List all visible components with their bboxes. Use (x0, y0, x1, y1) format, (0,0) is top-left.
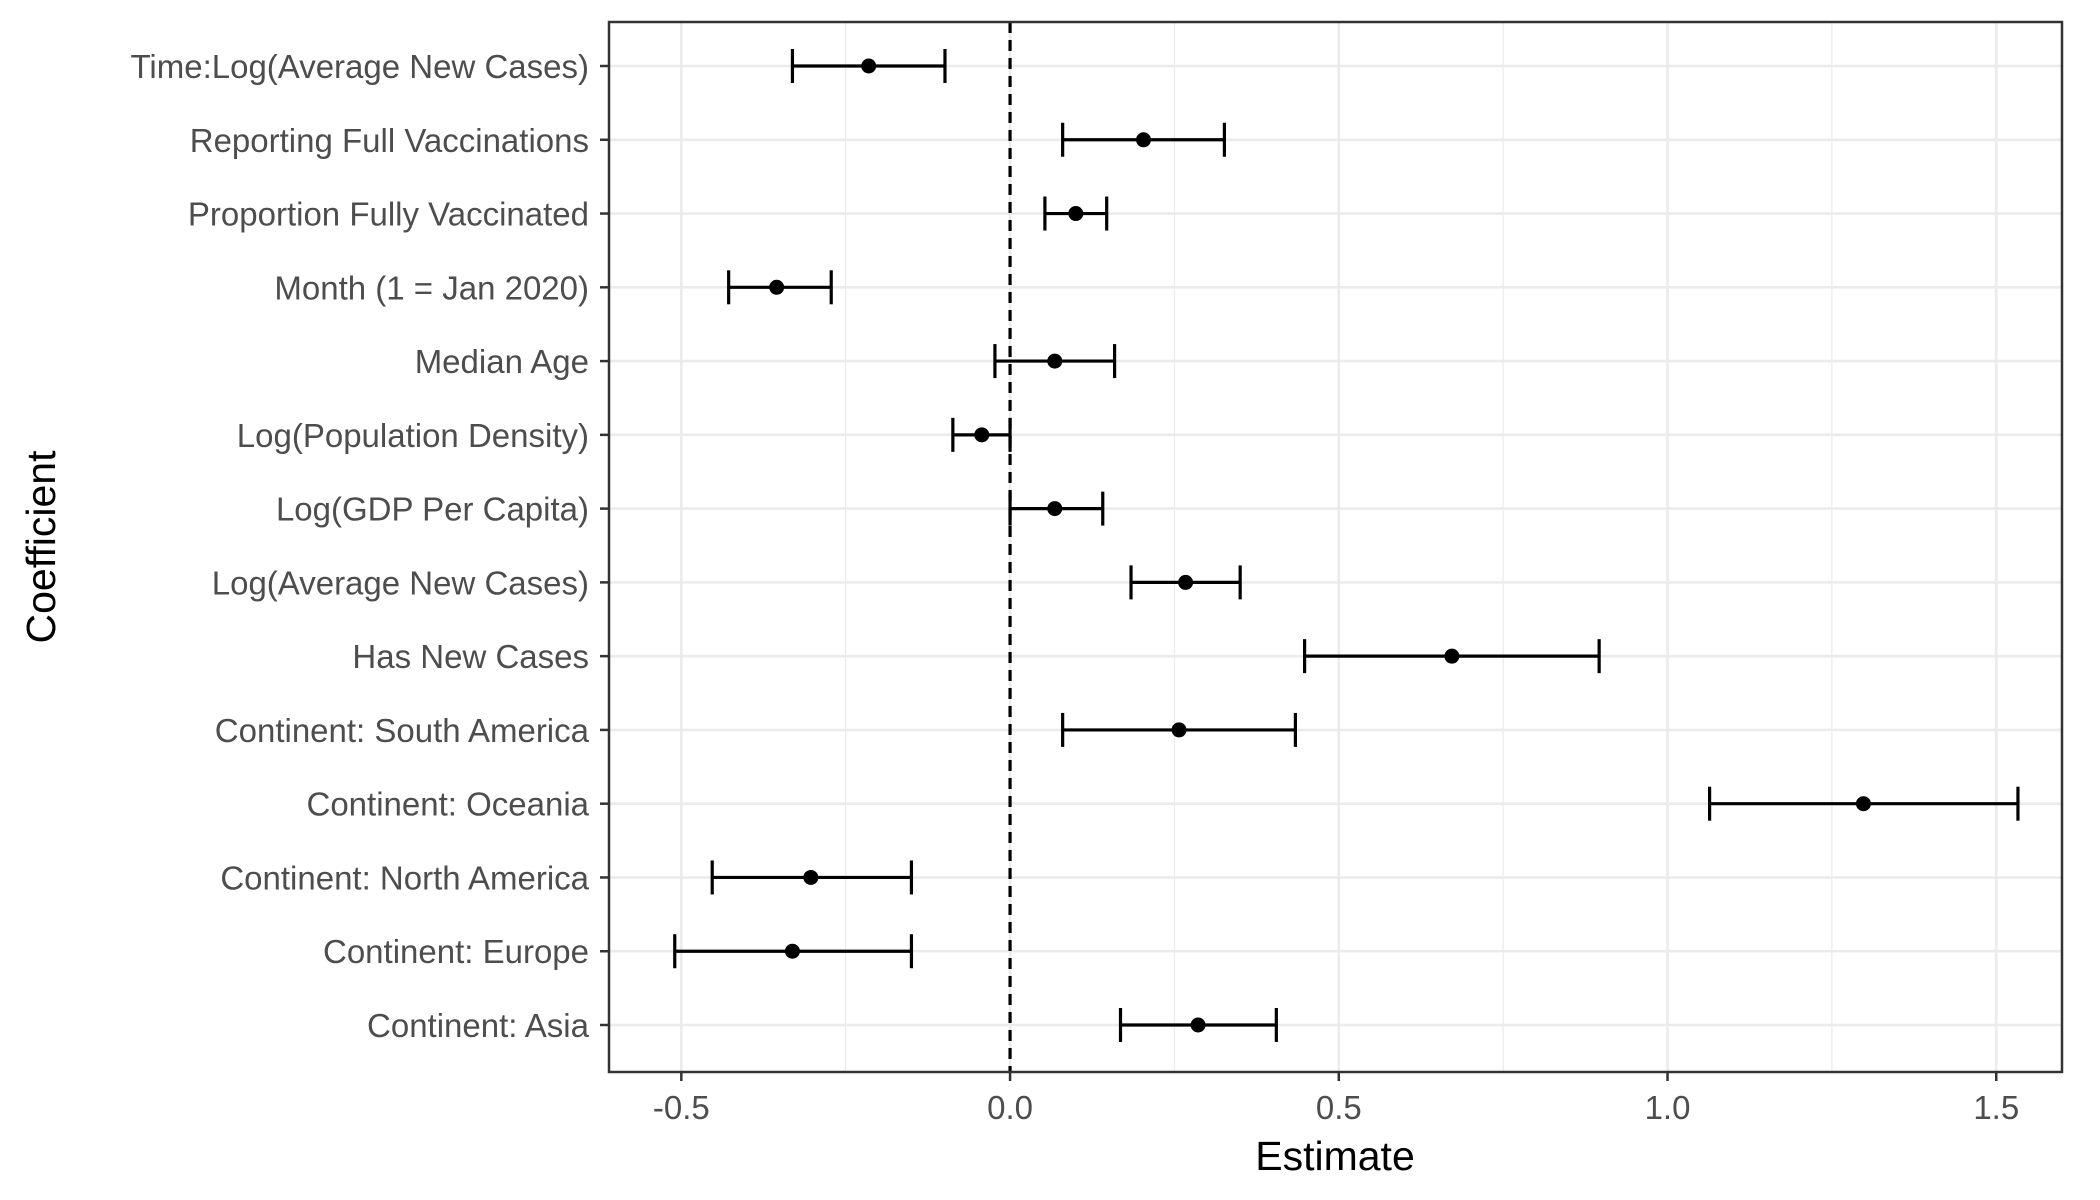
y-tick-label: Time:Log(Average New Cases) (130, 48, 589, 85)
error-bar-group (951, 417, 1012, 452)
y-tick-label: Continent: Oceania (306, 786, 589, 823)
y-tick-label: Log(Average New Cases) (212, 564, 589, 601)
x-axis-title: Estimate (1255, 1133, 1415, 1179)
error-bar-group (993, 344, 1117, 379)
error-bar-group (1061, 712, 1297, 747)
x-tick-label: 0.5 (1316, 1089, 1362, 1126)
y-tick-label: Median Age (415, 343, 589, 380)
y-tick-label: Month (1 = Jan 2020) (274, 269, 589, 306)
x-tick-label: -0.5 (653, 1089, 710, 1126)
y-tick-label: Continent: South America (215, 712, 590, 749)
y-axis-title: Coefficient (18, 450, 64, 644)
estimate-point (974, 427, 990, 443)
error-bar-group (1129, 565, 1242, 600)
y-tick-label: Proportion Fully Vaccinated (188, 196, 589, 233)
estimate-point (1068, 206, 1084, 222)
estimate-point (1047, 501, 1063, 517)
x-tick-label: 1.5 (1973, 1089, 2019, 1126)
y-tick-label: Continent: Asia (367, 1007, 590, 1044)
y-tick-label: Log(GDP Per Capita) (276, 491, 589, 528)
grid (609, 22, 2062, 1072)
estimate-point (803, 869, 819, 885)
error-bar-group (1008, 491, 1105, 526)
estimate-point (784, 943, 800, 959)
y-tick-label: Continent: North America (220, 859, 589, 896)
error-bar-group (710, 860, 914, 895)
y-tick-label: Continent: Europe (323, 933, 589, 970)
error-bar-group (1043, 196, 1109, 231)
x-axis: -0.5 0.0 0.5 1.0 1.5 (653, 1072, 2019, 1126)
marks (673, 49, 2020, 1042)
error-bar-group (727, 270, 833, 305)
estimate-point (769, 279, 785, 295)
estimate-point (1047, 353, 1063, 369)
y-axis: Time:Log(Average New Cases) Reporting Ful… (130, 48, 609, 1044)
x-tick-label: 0.0 (987, 1089, 1033, 1126)
x-tick-label: 1.0 (1645, 1089, 1691, 1126)
estimate-point (1136, 132, 1152, 148)
estimate-point (1190, 1017, 1206, 1033)
error-bar-group (790, 49, 947, 83)
y-tick-label: Reporting Full Vaccinations (190, 122, 589, 159)
error-bar-group (1061, 122, 1226, 157)
y-tick-label: Has New Cases (352, 638, 589, 675)
y-tick-label: Log(Population Density) (237, 417, 589, 454)
error-bar-group (1302, 639, 1601, 674)
error-bar-group (673, 934, 914, 969)
estimate-point (861, 58, 877, 74)
estimate-point (1444, 648, 1460, 664)
estimate-point (1178, 574, 1194, 590)
panel-border (607, 20, 2064, 1074)
estimate-point (1855, 796, 1871, 812)
error-bar-group (1118, 1008, 1278, 1042)
error-bar-group (1707, 786, 2020, 821)
estimate-point (1171, 722, 1187, 738)
